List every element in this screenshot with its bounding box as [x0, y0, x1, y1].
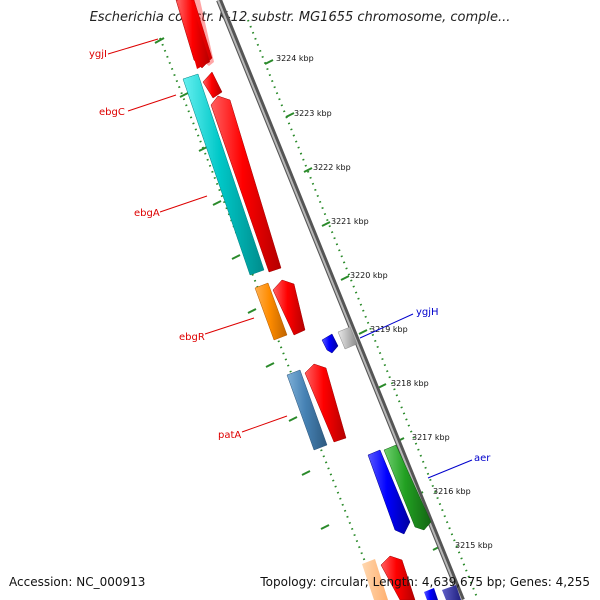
gene-label-ebgC[interactable]: ebgC	[99, 94, 177, 118]
gene-label-text: ebgR	[179, 332, 205, 343]
kbp-scale-labels: 3224 kbp 3223 kbp 3222 kbp 3221 kbp 3220…	[276, 54, 493, 550]
gene-aer-green-arrow	[383, 444, 432, 531]
gene-label-text: ebgC	[99, 107, 125, 118]
gene-bottom-navy-block	[442, 585, 461, 600]
kbp-label: 3217 kbp	[412, 433, 450, 442]
gene-peach-block	[362, 559, 388, 600]
kbp-label: 3224 kbp	[276, 54, 314, 63]
gene-label-ebgR[interactable]: ebgR	[179, 317, 255, 343]
gene-label-aer[interactable]: aer	[427, 453, 491, 479]
kbp-label: 3223 kbp	[294, 109, 332, 118]
gene-steelblue-block	[286, 369, 328, 451]
gene-label-text: patA	[218, 430, 241, 441]
accession-text: Accession: NC_000913	[9, 575, 146, 589]
gene-label-text: ygjI	[89, 49, 107, 60]
reverse-track-ticks	[154, 37, 330, 530]
gene-label-ygjH[interactable]: ygjH	[359, 307, 439, 339]
gene-patA-red-arrow	[304, 363, 347, 443]
kbp-label: 3221 kbp	[331, 217, 369, 226]
kbp-label: 3220 kbp	[350, 271, 388, 280]
gene-ygjI-arrow	[175, 0, 214, 69]
gene-bottom-red-arrow	[380, 555, 416, 600]
gene-label-text: ygjH	[416, 307, 439, 318]
kbp-label: 3219 kbp	[370, 325, 408, 334]
gene-aer-blue-arrow	[367, 449, 411, 535]
kbp-label: 3216 kbp	[433, 487, 471, 496]
gene-label-ebgA[interactable]: ebgA	[134, 195, 208, 219]
kbp-label: 3218 kbp	[391, 379, 429, 388]
gene-label-patA[interactable]: patA	[218, 415, 288, 441]
kbp-label: 3215 kbp	[455, 541, 493, 550]
gene-ebgA-arrow	[210, 95, 282, 273]
gene-label-text: aer	[474, 453, 491, 464]
gene-ebgC-cyan-block	[182, 73, 265, 276]
kbp-label: 3222 kbp	[313, 163, 351, 172]
gene-ebgR-red-arrow	[272, 279, 306, 336]
gene-orange-block	[254, 282, 288, 341]
genome-summary-text: Topology: circular; Length: 4,639,675 bp…	[260, 575, 590, 589]
gene-bottom-blue-block	[424, 588, 438, 600]
gene-label-ygjI[interactable]: ygjI	[89, 38, 159, 60]
gene-ygjH-blue-arrow	[321, 333, 339, 354]
gene-ygjH-gray-block	[337, 326, 358, 350]
gene-red-arrow-small	[202, 71, 223, 99]
gene-label-text: ebgA	[134, 208, 160, 219]
